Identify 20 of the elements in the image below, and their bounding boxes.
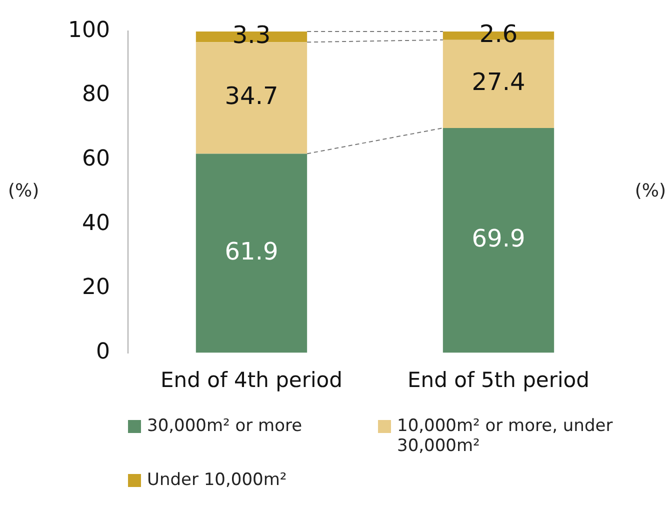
data-label: 27.4	[472, 68, 526, 96]
x-tick-label: End of 5th period	[408, 368, 590, 392]
y-axis-title: (%)	[8, 180, 40, 202]
y-tick-label: 0	[96, 340, 110, 365]
bar	[196, 42, 308, 154]
data-label: 34.7	[224, 82, 278, 110]
data-label: 61.9	[224, 238, 278, 266]
legend-label: 10,000m² or more, under 30,000m²	[397, 416, 614, 456]
y2-axis-title: (%)	[634, 180, 666, 202]
y-tick-label: 80	[82, 82, 110, 108]
y-tick-label: 100	[68, 18, 110, 43]
legend-label: Under 10,000m²	[147, 470, 287, 490]
x-tick-label: End of 4th period	[160, 368, 342, 392]
data-label: 69.9	[472, 224, 526, 253]
y-tick-label: 60	[82, 146, 110, 172]
y-tick-label: 40	[82, 210, 110, 236]
legend-label: 30,000m² or more	[147, 416, 302, 436]
y-tick-label: 20	[82, 275, 110, 300]
bar	[442, 128, 554, 353]
bar	[196, 154, 308, 353]
